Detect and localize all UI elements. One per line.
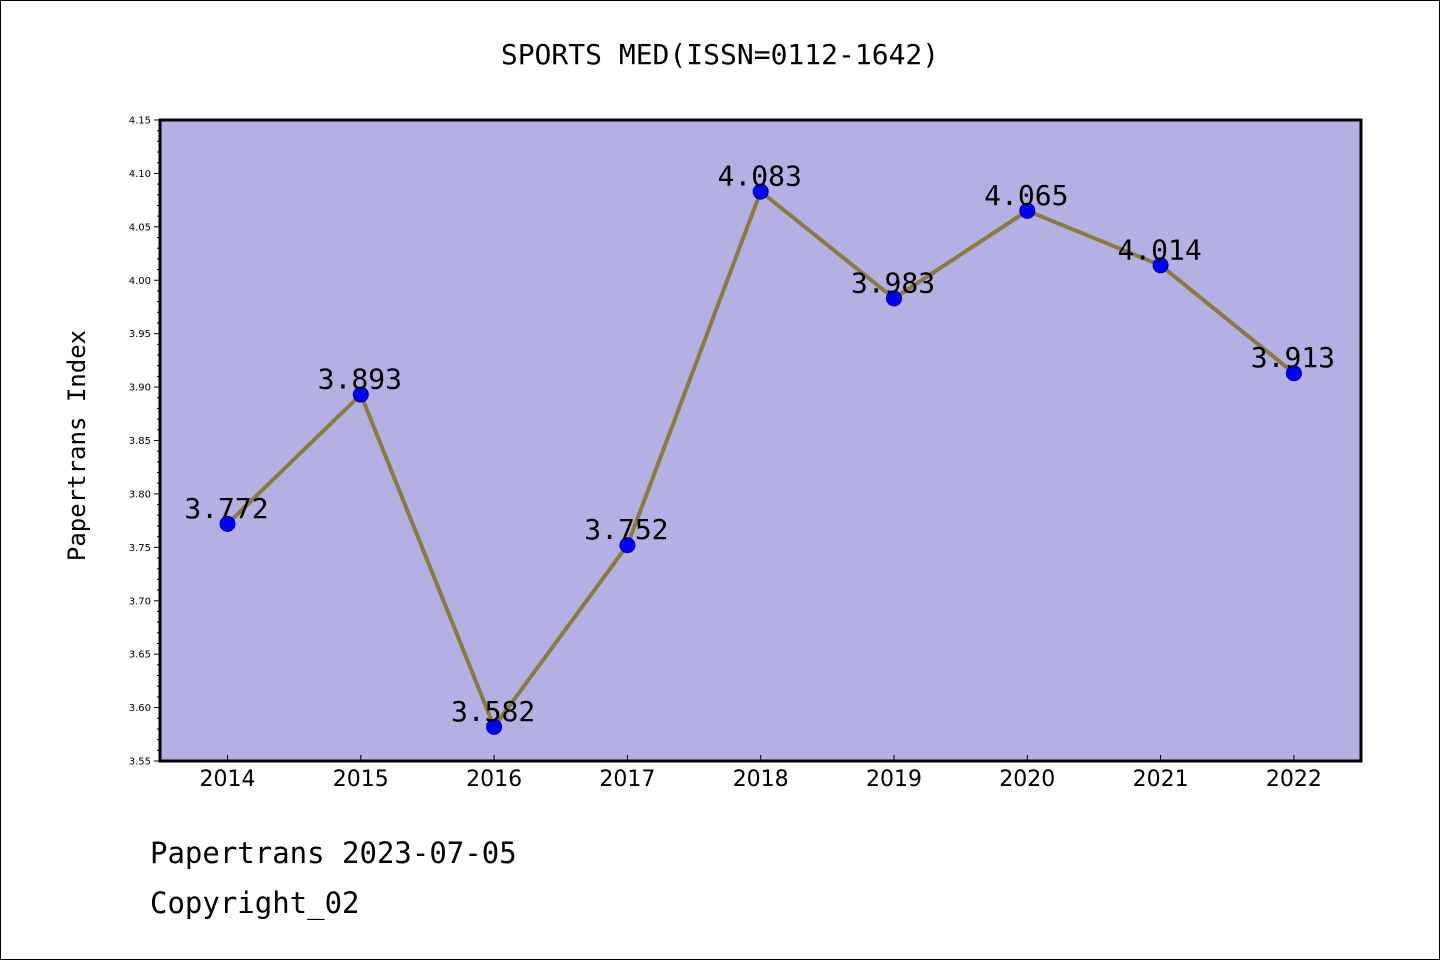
footer-copyright: Copyright_02 xyxy=(150,886,360,920)
data-point xyxy=(619,537,636,554)
data-point xyxy=(486,718,503,735)
y-axis-label: Papertrans Index xyxy=(63,330,91,561)
data-label: 3.913 xyxy=(1251,341,1335,374)
data-label: 3.752 xyxy=(584,513,668,546)
x-axis: 2014 2015 2016 2017 2018 2019 2020 2021 2022 xyxy=(200,755,1322,792)
y-tick-label: 4.00 xyxy=(129,276,151,287)
y-tick-label: 3.95 xyxy=(129,329,151,340)
data-point xyxy=(886,290,902,307)
data-label: 4.083 xyxy=(718,160,802,193)
x-tick-label: 2022 xyxy=(1266,767,1322,792)
data-label: 3.983 xyxy=(851,266,935,299)
data-labels: 3.772 3.893 3.582 3.752 4.083 3.983 4.065 4.014… xyxy=(184,160,1335,728)
y-tick-label: 3.70 xyxy=(129,596,151,607)
data-label: 4.014 xyxy=(1117,233,1201,266)
x-tick-label: 2018 xyxy=(733,767,789,792)
x-tick-label: 2020 xyxy=(999,767,1055,792)
x-tick-label: 2015 xyxy=(333,767,389,792)
data-label: 3.582 xyxy=(451,695,535,728)
x-tick-label: 2021 xyxy=(1133,767,1189,792)
data-point xyxy=(1152,257,1169,274)
y-tick-label: 3.85 xyxy=(129,436,151,447)
footer-date: Papertrans 2023-07-05 xyxy=(150,836,517,870)
data-point xyxy=(352,386,369,403)
y-tick-label: 3.55 xyxy=(129,757,151,768)
y-axis: 3.55 3.60 3.65 3.70 3.75 3.80 3.85 3.90 3.95 4.00… xyxy=(129,116,160,768)
y-tick-label: 3.60 xyxy=(129,703,151,714)
data-point xyxy=(752,183,769,200)
x-tick-label: 2014 xyxy=(200,767,256,792)
data-label: 3.772 xyxy=(184,492,268,525)
y-tick-label: 4.10 xyxy=(129,169,151,180)
data-markers xyxy=(219,183,1302,735)
y-tick-label: 3.75 xyxy=(129,543,151,554)
y-tick-label: 4.15 xyxy=(129,116,151,127)
x-tick-label: 2017 xyxy=(599,767,655,792)
x-tick-label: 2016 xyxy=(466,767,522,792)
y-tick-label: 4.05 xyxy=(129,222,151,233)
data-point xyxy=(1019,202,1036,219)
data-point xyxy=(219,515,236,532)
plot-border xyxy=(158,118,1363,763)
y-tick-label: 3.90 xyxy=(129,383,151,394)
x-tick-label: 2019 xyxy=(866,767,922,792)
data-point xyxy=(1285,365,1302,382)
data-label: 4.065 xyxy=(984,179,1068,212)
chart-title: SPORTS MED(ISSN=0112-1642) xyxy=(500,38,940,71)
y-tick-label: 3.80 xyxy=(129,489,151,500)
y-tick-label: 3.65 xyxy=(129,650,151,661)
data-label: 3.893 xyxy=(318,363,402,396)
plot-area xyxy=(160,120,1361,761)
